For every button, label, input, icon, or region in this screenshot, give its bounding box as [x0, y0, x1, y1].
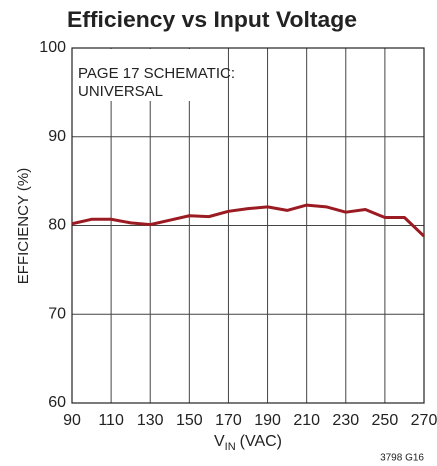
y-tick-label: 80 — [48, 217, 66, 234]
x-tick-label: 170 — [215, 412, 242, 429]
x-tick-label: 110 — [98, 412, 124, 429]
line-series — [71, 203, 426, 238]
annotation: UNIVERSAL — [78, 83, 163, 100]
x-axis-label-unit: (VAC) — [240, 433, 282, 450]
chart-title: Efficiency vs Input Voltage — [67, 7, 357, 32]
x-tick-label: 250 — [372, 412, 399, 429]
x-tick-label: 210 — [293, 412, 320, 429]
y-axis-label: EFFICIENCY (%) — [15, 168, 32, 284]
x-tick-label: 190 — [254, 412, 281, 429]
y-tick-label: 90 — [48, 128, 66, 145]
x-tick-label: 230 — [332, 412, 359, 429]
annotation-box — [73, 49, 223, 101]
x-tick-label: 130 — [137, 412, 164, 429]
annotation: PAGE 17 SCHEMATIC: — [78, 65, 235, 82]
x-tick-label: 90 — [63, 412, 81, 429]
x-axis-label: VIN (VAC) — [214, 433, 282, 453]
plot-frame — [71, 47, 425, 404]
y-tick-label: 70 — [48, 305, 66, 322]
x-tick-label: 270 — [411, 412, 437, 429]
y-tick-label: 100 — [39, 39, 66, 56]
footnote: 3798 G16 — [380, 453, 424, 464]
x-axis-label-main: V — [214, 433, 225, 450]
y-tick-label: 60 — [48, 394, 66, 411]
x-axis-label-sub: IN — [225, 441, 236, 453]
x-tick-label: 150 — [176, 412, 203, 429]
